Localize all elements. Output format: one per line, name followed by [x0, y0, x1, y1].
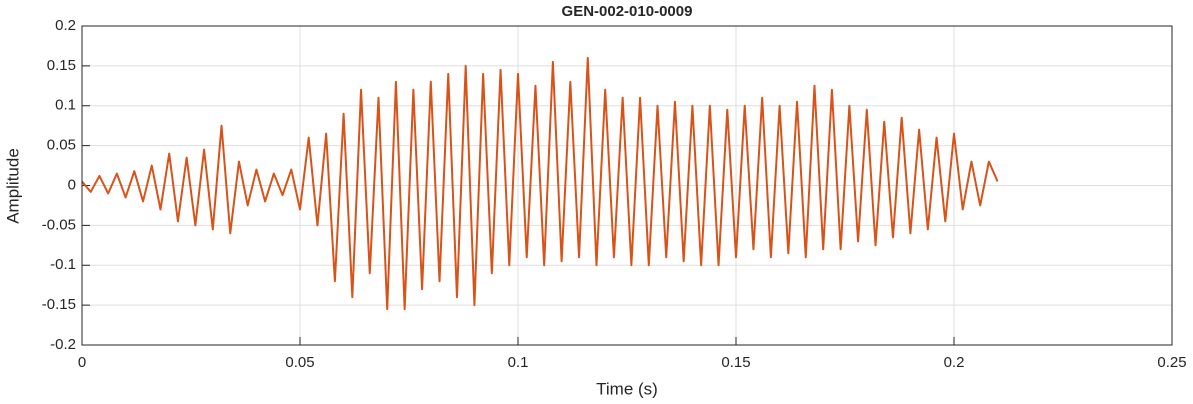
y-tick-label: -0.1: [50, 256, 76, 273]
waveform: [81, 56, 999, 311]
y-tick-label: -0.05: [42, 216, 76, 233]
x-tick-label: 0.2: [944, 354, 965, 371]
y-axis-label: Amplitude: [3, 148, 22, 224]
y-tick-label: 0.1: [55, 97, 76, 114]
y-tick-label: 0.05: [47, 137, 76, 154]
plot-frame: [81, 25, 1173, 346]
x-tick-label: 0.1: [508, 354, 529, 371]
x-tick-label: 0.05: [285, 354, 314, 371]
y-tick-label: -0.15: [42, 296, 76, 313]
y-tick-label: -0.2: [50, 336, 76, 353]
y-tick-label: 0.2: [55, 17, 76, 34]
chart-title: GEN-002-010-0009: [562, 3, 693, 20]
x-tick-label: 0: [78, 354, 86, 371]
x-axis-label: Time (s): [596, 379, 658, 398]
x-tick-label: 0.25: [1157, 354, 1186, 371]
y-tick-label: 0.15: [47, 57, 76, 74]
x-tick-label: 0.15: [721, 354, 750, 371]
y-tick-label: 0: [68, 176, 76, 193]
